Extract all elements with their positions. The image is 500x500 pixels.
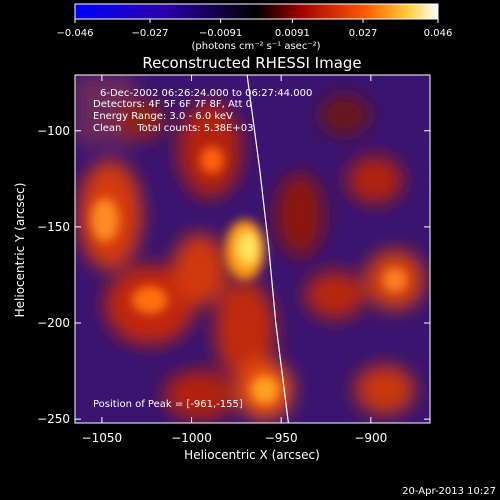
x-tick-label: −1000 [171,431,212,445]
y-axis-label: Heliocentric Y (arcsec) [13,183,27,318]
x-axis-label: Heliocentric X (arcsec) [184,448,320,462]
annotation-detectors: Detectors: 4F 5F 6F 7F 8F, Att 0 [93,99,252,110]
y-tick-label: −250 [37,412,70,426]
chart-title: Reconstructed RHESSI Image [142,54,361,72]
colorbar [74,3,439,20]
colorbar-units: (photons cm⁻² s⁻¹ asec⁻²) [191,41,320,52]
plot-frame [74,74,431,424]
colorbar-ticks: −0.046 −0.027 −0.0091 0.0091 0.027 0.046 [56,19,452,39]
y-tick-label: −200 [37,316,70,330]
solar-limb-line [246,75,289,423]
peak-label: Position of Peak = [-961,-155] [93,399,243,410]
colorbar-tick-label: −0.027 [131,28,168,39]
annotation-counts: Clean Total counts: 5.38E+03 [93,123,253,134]
y-tick-label: −150 [37,220,70,234]
footer-date: 20-Apr-2013 10:27 [402,486,496,497]
x-tick-label: −1050 [82,431,123,445]
y-axis-ticks: −100 −150 −200 −250 [37,124,430,426]
colorbar-tick-label: 0.0091 [275,28,310,39]
x-axis-ticks: −1050 −1000 −950 −900 [82,75,387,445]
y-tick-label: −100 [37,124,70,138]
colorbar-tick-label: 0.046 [424,28,453,39]
colorbar-tick-label: −0.046 [56,28,93,39]
colorbar-tick-label: 0.027 [349,28,378,39]
colorbar-tick-label: −0.0091 [199,28,242,39]
heatmap-image [75,75,430,423]
x-tick-label: −950 [265,431,298,445]
annotation-time-range: 6-Dec-2002 06:26:24.000 to 06:27:44.000 [100,88,312,99]
x-tick-label: −900 [354,431,387,445]
annotation-energy-range: Energy Range: 3.0 - 6.0 keV [93,111,233,122]
